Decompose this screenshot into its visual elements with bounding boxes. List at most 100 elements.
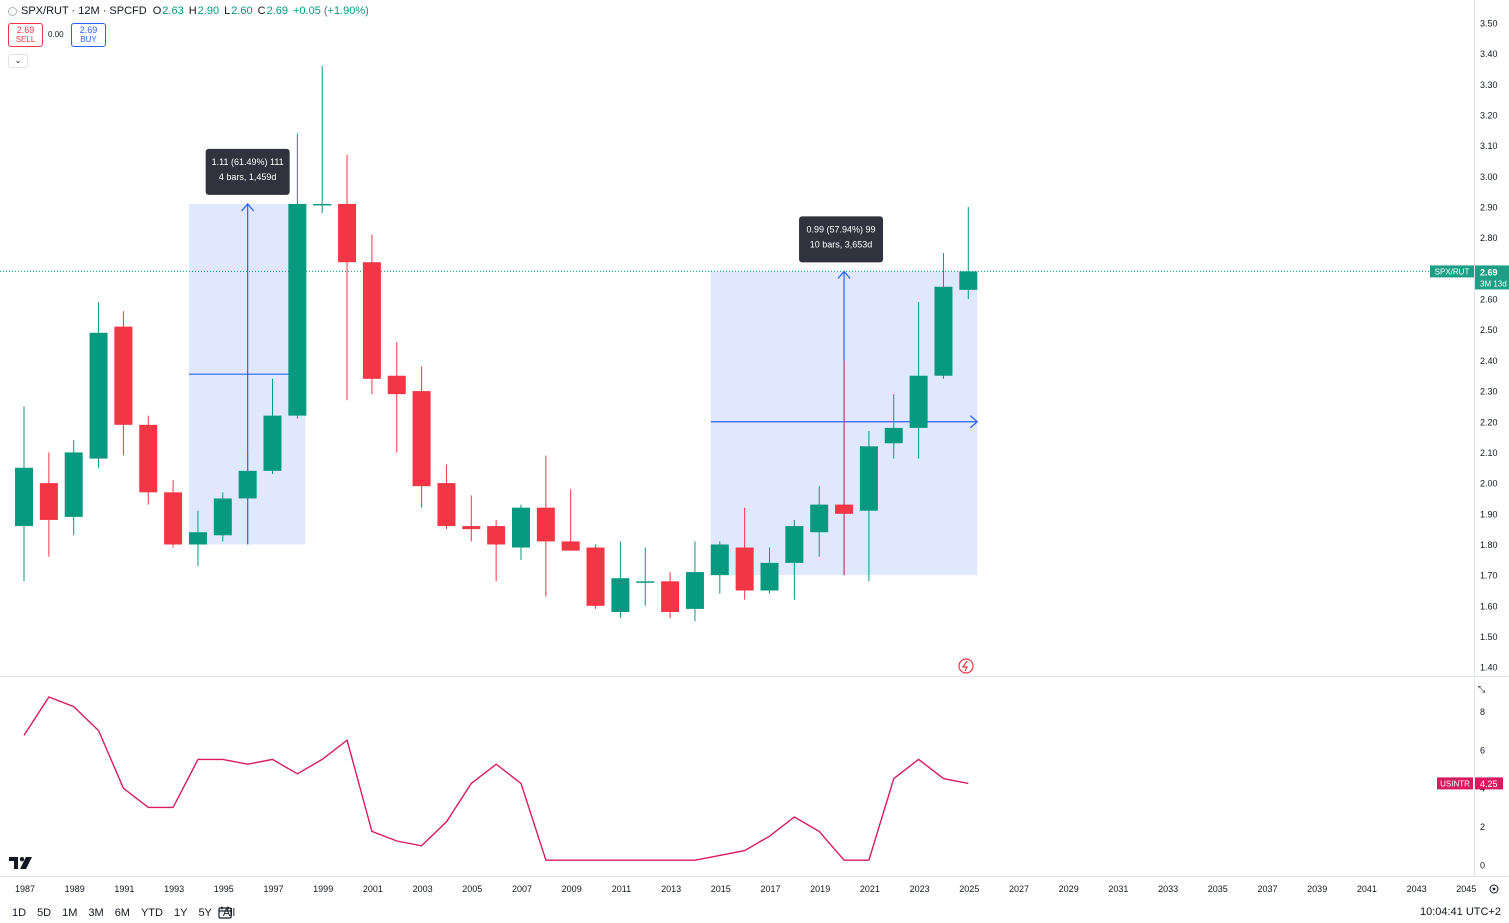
buy-label: BUY (80, 35, 97, 44)
candle-body (785, 526, 804, 563)
price-tick-label: 2.20 (1480, 417, 1498, 427)
candle-body (611, 578, 630, 612)
price-tick-label: 2.30 (1480, 387, 1498, 397)
candle (238, 452, 257, 545)
change-value: +0.05 (+1.90%) (293, 5, 369, 17)
timeframe-5d[interactable]: 5D (37, 907, 52, 919)
candle-body (561, 541, 580, 551)
time-tick-label: 2011 (612, 884, 631, 894)
price-tick-label: 1.80 (1480, 540, 1498, 550)
indicator-tick-label: 0 (1480, 861, 1485, 871)
candle (89, 302, 108, 468)
candle (362, 234, 381, 395)
measure-label (799, 216, 884, 263)
price-tick-label: 3.30 (1480, 80, 1498, 90)
candle-body (263, 415, 282, 471)
candle (164, 480, 183, 548)
candle (387, 341, 406, 453)
close-label: C (257, 5, 266, 17)
price-tick-label: 2.00 (1480, 479, 1498, 489)
time-tick-label: 2037 (1257, 884, 1277, 894)
arrow-right-icon (969, 415, 979, 429)
candle (39, 452, 58, 557)
time-tick-label: 2039 (1307, 884, 1327, 894)
timeframe-1y[interactable]: 1Y (173, 907, 188, 919)
low-value: 2.60 (231, 5, 253, 17)
timeframe-5y[interactable]: 5Y (198, 907, 212, 919)
candle (288, 133, 307, 419)
candle (859, 430, 878, 582)
symbol-title[interactable]: SPX/RUT · 12M · SPCFD (21, 5, 147, 17)
candle-body (114, 326, 133, 425)
candle-body (636, 581, 655, 583)
candle (213, 492, 232, 542)
candle-body (661, 581, 680, 612)
candle-body (884, 427, 903, 444)
candle (586, 544, 605, 609)
indicator-value-tag (1475, 777, 1503, 790)
candle-body (685, 572, 704, 609)
candle (437, 464, 456, 530)
candle-body (487, 526, 506, 545)
candle (685, 541, 704, 622)
candle-body (15, 467, 33, 527)
candle-body (338, 203, 357, 263)
price-tick-label: 3.10 (1480, 141, 1498, 151)
clock-timezone[interactable]: 10:04:41 UTC+2 (1419, 906, 1501, 918)
collapse-legend-button[interactable]: ⌄ (8, 54, 28, 68)
time-tick-label: 2005 (462, 884, 482, 894)
timeframe-1d[interactable]: 1D (12, 907, 27, 919)
price-tick-label: 1.40 (1480, 663, 1498, 673)
indicator-symbol-tag-label: USINTR (1440, 779, 1470, 788)
candle (64, 440, 83, 536)
buy-button[interactable]: 2.69 BUY (71, 23, 106, 47)
timeframe-3m[interactable]: 3M (88, 907, 104, 919)
time-tick-label: 1993 (164, 884, 184, 894)
candle-body (387, 375, 406, 395)
time-tick-label: 1997 (263, 884, 283, 894)
candle (512, 504, 530, 560)
candle (313, 65, 332, 214)
last-price-tag-value: 2.69 (1480, 267, 1498, 277)
symbol-logo-icon (8, 6, 17, 16)
open-label: O (152, 5, 162, 17)
candle-body (909, 375, 928, 428)
candle-body (735, 547, 754, 591)
tradingview-logo-icon[interactable] (9, 857, 33, 869)
arrow-up-icon (241, 203, 255, 212)
candle-body (462, 526, 481, 530)
candle (561, 489, 580, 551)
time-tick-label: 2001 (363, 884, 383, 894)
candle-body (959, 271, 978, 290)
measure-label (205, 148, 290, 195)
timeframe-ytd[interactable]: YTD (140, 907, 163, 919)
candle (139, 415, 158, 505)
timeframe-1m[interactable]: 1M (62, 907, 78, 919)
open-value: 2.63 (162, 5, 184, 17)
measure-label-line1: 1.11 (61.49%) 111 (212, 157, 284, 167)
calendar-icon[interactable] (218, 906, 232, 919)
timeframe-all[interactable]: All (222, 907, 236, 919)
indicator-line (23, 696, 969, 861)
time-tick-label: 2013 (661, 884, 681, 894)
candle (611, 541, 630, 619)
price-tick-label: 2.90 (1480, 203, 1498, 213)
price-tick-label: 1.70 (1480, 571, 1498, 581)
candle (487, 519, 506, 582)
candle-body (512, 507, 530, 548)
timeframe-6m[interactable]: 6M (114, 907, 130, 919)
candle (835, 360, 854, 576)
candle (412, 366, 431, 508)
time-tick-label: 2009 (562, 884, 582, 894)
symbol-legend: SPX/RUT · 12M · SPCFD O 2.63 H 2.90 L 2.… (8, 4, 374, 18)
sell-button[interactable]: 2.69 SELL (8, 23, 43, 47)
maximize-pane-icon: ⤡ (1478, 684, 1485, 694)
indicator-tick-label: 6 (1480, 745, 1485, 755)
candle (338, 154, 357, 401)
time-tick-label: 2031 (1108, 884, 1128, 894)
price-tick-label: 3.40 (1480, 49, 1498, 59)
candle (735, 507, 754, 600)
arrow-up-icon (837, 270, 851, 279)
symbol-tag (1430, 265, 1474, 278)
